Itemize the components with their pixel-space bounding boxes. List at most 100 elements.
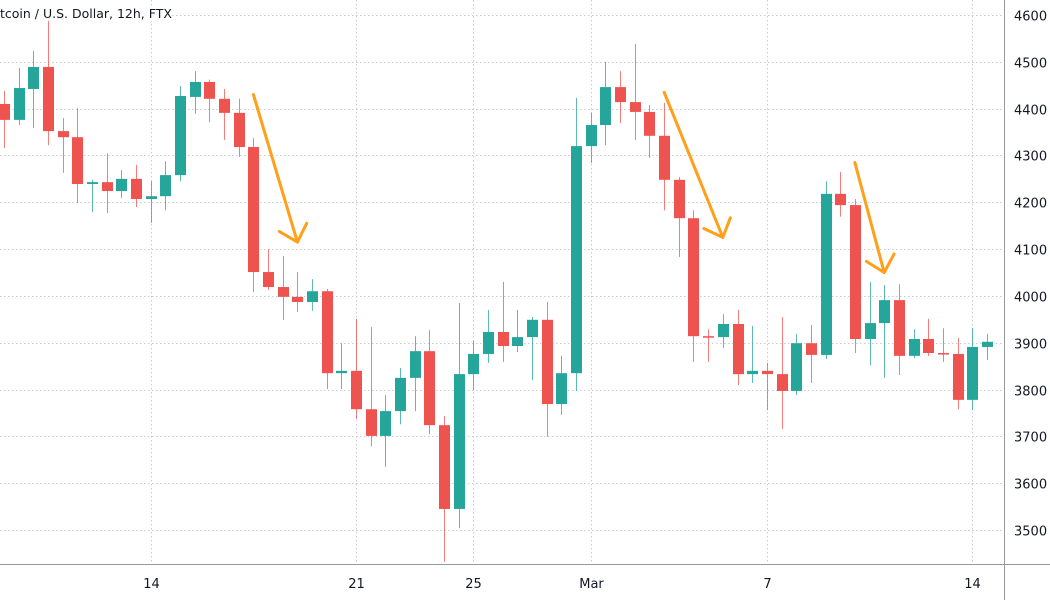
candle[interactable] [366, 326, 377, 447]
candle[interactable] [234, 98, 245, 157]
candle-body [512, 337, 523, 347]
candle[interactable] [190, 71, 201, 114]
candle[interactable] [630, 44, 641, 141]
candle[interactable] [410, 336, 421, 412]
candle[interactable] [43, 20, 54, 146]
candle[interactable] [879, 285, 890, 378]
candle[interactable] [835, 171, 846, 217]
candle[interactable] [336, 343, 347, 390]
candle[interactable] [498, 281, 509, 362]
candle[interactable] [586, 112, 597, 163]
candle-body [967, 346, 978, 400]
candle[interactable] [322, 288, 333, 390]
candle-body [454, 374, 465, 509]
arrow-shaft [662, 90, 725, 239]
candle[interactable] [160, 161, 171, 211]
candle-body [806, 343, 817, 355]
candle[interactable] [380, 395, 391, 467]
y-tick-label: 4000 [1014, 291, 1047, 306]
candle[interactable] [58, 118, 69, 173]
arrow-annotation[interactable] [853, 160, 896, 275]
candle[interactable] [72, 108, 83, 204]
candle[interactable] [483, 309, 494, 363]
price-axis[interactable]: 4600 4500 4400 4300 4200 4100 4000 3900 3800 3700… [1014, 10, 1047, 540]
candle[interactable] [116, 169, 127, 199]
candle[interactable] [865, 281, 876, 366]
candle-body [28, 66, 39, 89]
candle-body [879, 300, 890, 324]
candle[interactable] [219, 88, 230, 141]
y-tick-label: 4300 [1014, 150, 1047, 165]
candle[interactable] [542, 302, 553, 437]
candle[interactable] [454, 302, 465, 529]
candle[interactable] [791, 333, 802, 396]
candle[interactable] [175, 86, 186, 182]
candle[interactable] [102, 153, 113, 214]
candle[interactable] [688, 210, 699, 362]
candle[interactable] [292, 272, 303, 312]
candle[interactable] [733, 309, 744, 385]
candle[interactable] [615, 71, 626, 124]
candle[interactable] [131, 164, 142, 207]
y-tick-label: 4500 [1014, 57, 1047, 72]
candle[interactable] [982, 333, 993, 361]
candle[interactable] [953, 338, 964, 410]
x-tick-label: 14 [143, 577, 160, 592]
candle-body [982, 341, 993, 347]
y-tick-label: 3900 [1014, 338, 1047, 353]
candle-body [835, 193, 846, 206]
candle[interactable] [424, 330, 435, 435]
x-tick-label: 7 [763, 577, 771, 592]
candle[interactable] [938, 328, 949, 362]
arrow-annotation[interactable] [251, 93, 309, 244]
candle[interactable] [512, 309, 523, 353]
candle-body [894, 300, 905, 356]
candle[interactable] [659, 103, 670, 211]
candle[interactable] [967, 328, 978, 411]
candle[interactable] [468, 340, 479, 391]
candle[interactable] [747, 325, 758, 384]
candle[interactable] [894, 284, 905, 376]
candle[interactable] [556, 355, 567, 415]
candle[interactable] [307, 279, 318, 311]
candle[interactable] [600, 61, 611, 146]
candle[interactable] [850, 199, 861, 354]
candle[interactable] [923, 318, 934, 356]
candle-body [571, 146, 582, 374]
candle[interactable] [718, 314, 729, 348]
candle[interactable] [28, 51, 39, 128]
candle[interactable] [527, 316, 538, 381]
candle[interactable] [87, 179, 98, 213]
candle[interactable] [762, 362, 773, 411]
candle[interactable] [248, 138, 259, 293]
candle[interactable] [644, 104, 655, 158]
candle[interactable] [909, 329, 920, 359]
candle-body [72, 137, 83, 185]
arrow-shaft [853, 160, 886, 275]
candle[interactable] [806, 324, 817, 384]
candle[interactable] [674, 176, 685, 258]
candle[interactable] [14, 67, 25, 126]
candle[interactable] [703, 329, 714, 362]
y-tick-label: 3800 [1014, 385, 1047, 400]
candle[interactable] [351, 318, 362, 420]
candle[interactable] [0, 90, 10, 148]
time-axis[interactable]: 14 21 25 Mar 7 14 [143, 577, 981, 592]
candle[interactable] [821, 181, 832, 360]
candle[interactable] [278, 256, 289, 320]
arrow-head-icon [864, 252, 896, 275]
candle[interactable] [204, 79, 215, 123]
candle[interactable] [395, 368, 406, 425]
x-tick-label: 14 [964, 577, 981, 592]
candle[interactable] [263, 249, 274, 290]
candle[interactable] [571, 97, 582, 391]
candle[interactable] [439, 416, 450, 562]
arrow-annotation[interactable] [662, 90, 732, 239]
candle[interactable] [146, 181, 157, 223]
candle-body [630, 102, 641, 112]
candle-body [542, 319, 553, 405]
candle[interactable] [777, 316, 788, 429]
candle-body [527, 319, 538, 338]
candle-body [146, 196, 157, 200]
